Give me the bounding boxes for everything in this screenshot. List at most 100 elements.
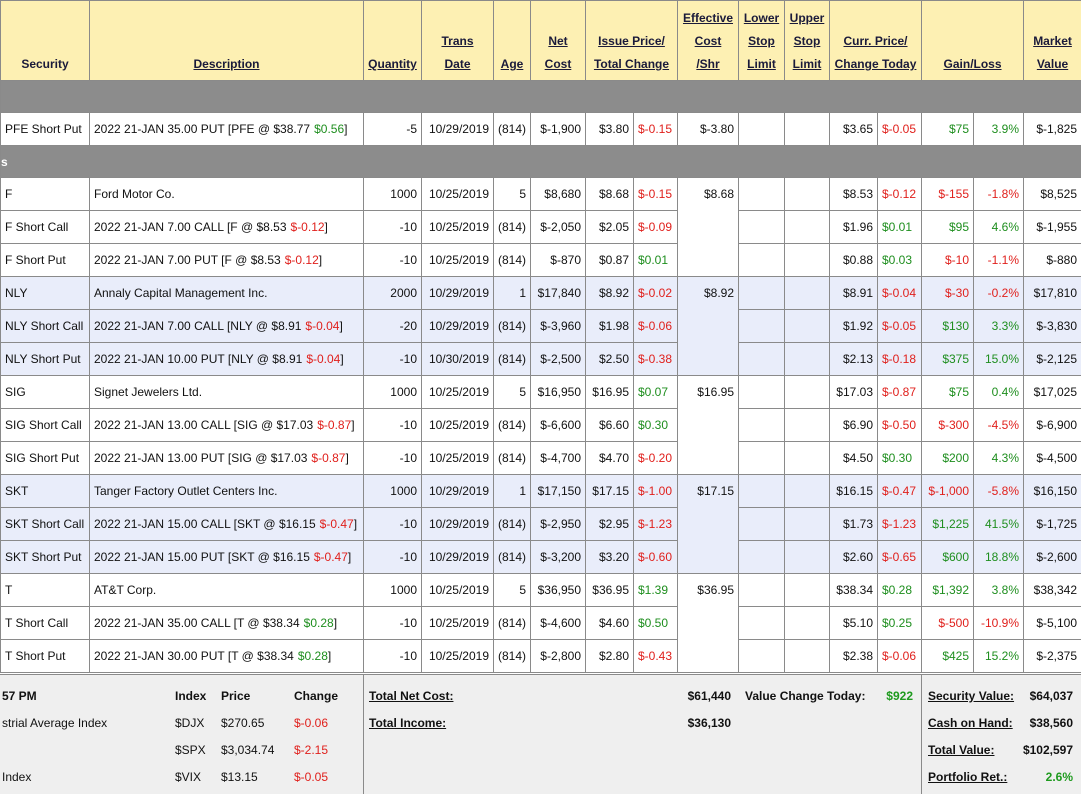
header-label: Security	[21, 57, 69, 71]
cell-issue: $6.60	[585, 408, 634, 442]
cell-chg: $-0.04	[876, 276, 923, 310]
cell-qty: 1000	[363, 474, 422, 508]
description-part: ]	[347, 550, 352, 564]
cell-issue: $36.95	[585, 573, 634, 607]
cell-pct: -0.2%	[973, 276, 1025, 310]
cell-date: 10/30/2019	[421, 342, 494, 376]
description-part: 2022 21-JAN 35.00 CALL [T @ $38.34	[94, 616, 300, 630]
lower-stop	[738, 276, 785, 310]
cell-pct: 0.4%	[973, 375, 1025, 409]
description-part: $-0.87	[317, 418, 352, 432]
cell-qty: -10	[363, 639, 422, 673]
cell-gain: $1,392	[921, 573, 975, 607]
cell-age: 1	[493, 276, 531, 310]
header-label: Lower	[743, 11, 780, 25]
header-label: Cost	[544, 57, 572, 71]
description-part: Ford Motor Co.	[94, 187, 175, 201]
cell-tchg: $-0.09	[633, 210, 678, 244]
description: Ford Motor Co.	[89, 177, 364, 211]
effective-cost-value: $36.95	[697, 583, 734, 597]
cell-cost: $-6,600	[530, 408, 586, 442]
cell-issue: $2.95	[585, 507, 634, 541]
header-cell: Security	[0, 0, 90, 81]
cell-date: 10/25/2019	[421, 177, 494, 211]
summary-label: Security Value:	[928, 689, 1015, 703]
cell-curr: $1.92	[829, 309, 878, 343]
header-label: Value	[1036, 57, 1069, 71]
effective-cost-value: $-3.80	[699, 122, 734, 136]
cell-qty: -5	[363, 112, 422, 146]
cell-gain: $-500	[921, 606, 975, 640]
cell-gain: $-30	[921, 276, 975, 310]
footer: 57 PM Index Price Change strial Average Inde…	[0, 674, 1081, 794]
description-part: AT&T Corp.	[94, 583, 157, 597]
lower-stop	[738, 639, 785, 673]
cell-mv: $38,342	[1023, 573, 1081, 607]
cell-age: (814)	[493, 639, 531, 673]
cell-curr: $3.65	[829, 112, 878, 146]
cell-age: 1	[493, 474, 531, 508]
description-part: 2022 21-JAN 15.00 PUT [SKT @ $16.15	[94, 550, 310, 564]
cell-gain: $-1,000	[921, 474, 975, 508]
total-label: Total Income:	[369, 716, 447, 730]
upper-stop	[784, 342, 830, 376]
cell-curr: $5.10	[829, 606, 878, 640]
cell-date: 10/25/2019	[421, 210, 494, 244]
separator	[921, 675, 922, 794]
effective-cost: $17.15	[677, 474, 739, 574]
header-label: Curr. Price/	[843, 34, 908, 48]
description-part: 2022 21-JAN 13.00 CALL [SIG @ $17.03	[94, 418, 314, 432]
header-label: Issue Price/	[598, 34, 665, 48]
cell-mv: $-6,900	[1023, 408, 1081, 442]
description: 2022 21-JAN 15.00 PUT [SKT @ $16.15 $-0.4…	[89, 540, 364, 574]
cell-chg: $0.03	[876, 243, 923, 277]
cell-issue: $8.92	[585, 276, 634, 310]
description-part: $-0.04	[305, 319, 340, 333]
description-part: Annaly Capital Management Inc.	[94, 286, 268, 300]
summary-label: Cash on Hand:	[928, 716, 1013, 730]
section-cell: s	[0, 145, 1081, 178]
upper-stop	[784, 540, 830, 574]
position-row: SIG Short Put 2022 21-JAN 13.00 PUT [SIG …	[0, 441, 1081, 475]
header-label: Total Change	[593, 57, 670, 71]
cell-chg: $-0.18	[876, 342, 923, 376]
cell-tchg: $-0.20	[633, 441, 678, 475]
cell-pct: 3.9%	[973, 112, 1025, 146]
cell-curr: $4.50	[829, 441, 878, 475]
cell-age: (814)	[493, 309, 531, 343]
cell-gain: $375	[921, 342, 975, 376]
header-cell: Net Cost	[530, 0, 586, 81]
index-change: $-0.05	[294, 770, 329, 784]
header-label: Age	[500, 57, 524, 71]
description-part: $0.56	[314, 122, 345, 136]
header-label: Cost	[694, 34, 722, 48]
position-row: PFE Short Put 2022 21-JAN 35.00 PUT [PFE …	[0, 112, 1081, 146]
cell-cost: $-4,700	[530, 441, 586, 475]
cell-cost: $-2,500	[530, 342, 586, 376]
description-part: ]	[318, 253, 323, 267]
cell-chg: $-0.06	[876, 639, 923, 673]
cell-qty: -20	[363, 309, 422, 343]
security: SKT Short Call	[0, 507, 90, 541]
security: F Short Call	[0, 210, 90, 244]
index-name: strial Average Index	[2, 716, 108, 730]
security: NLY	[0, 276, 90, 310]
effective-cost: $36.95	[677, 573, 739, 673]
cell-tchg: $-1.00	[633, 474, 678, 508]
cell-cost: $-3,200	[530, 540, 586, 574]
header-label: Trans	[441, 34, 474, 48]
position-row: SIG Signet Jewelers Ltd. 1000 10/25/2019 5 $1…	[0, 375, 1081, 475]
cell-curr: $8.53	[829, 177, 878, 211]
section-cell	[0, 80, 1081, 113]
security: SIG Short Put	[0, 441, 90, 475]
cell-mv: $-2,375	[1023, 639, 1081, 673]
header-label: Change Today	[834, 57, 917, 71]
security: SIG Short Call	[0, 408, 90, 442]
cell-mv: $-2,125	[1023, 342, 1081, 376]
position-row: SIG Short Call 2022 21-JAN 13.00 CALL [SI…	[0, 408, 1081, 442]
cell-tchg: $-0.38	[633, 342, 678, 376]
section-row: s	[0, 145, 1081, 178]
upper-stop	[784, 639, 830, 673]
security: T Short Put	[0, 639, 90, 673]
header-cell: Effective Cost/Shr	[677, 0, 739, 81]
